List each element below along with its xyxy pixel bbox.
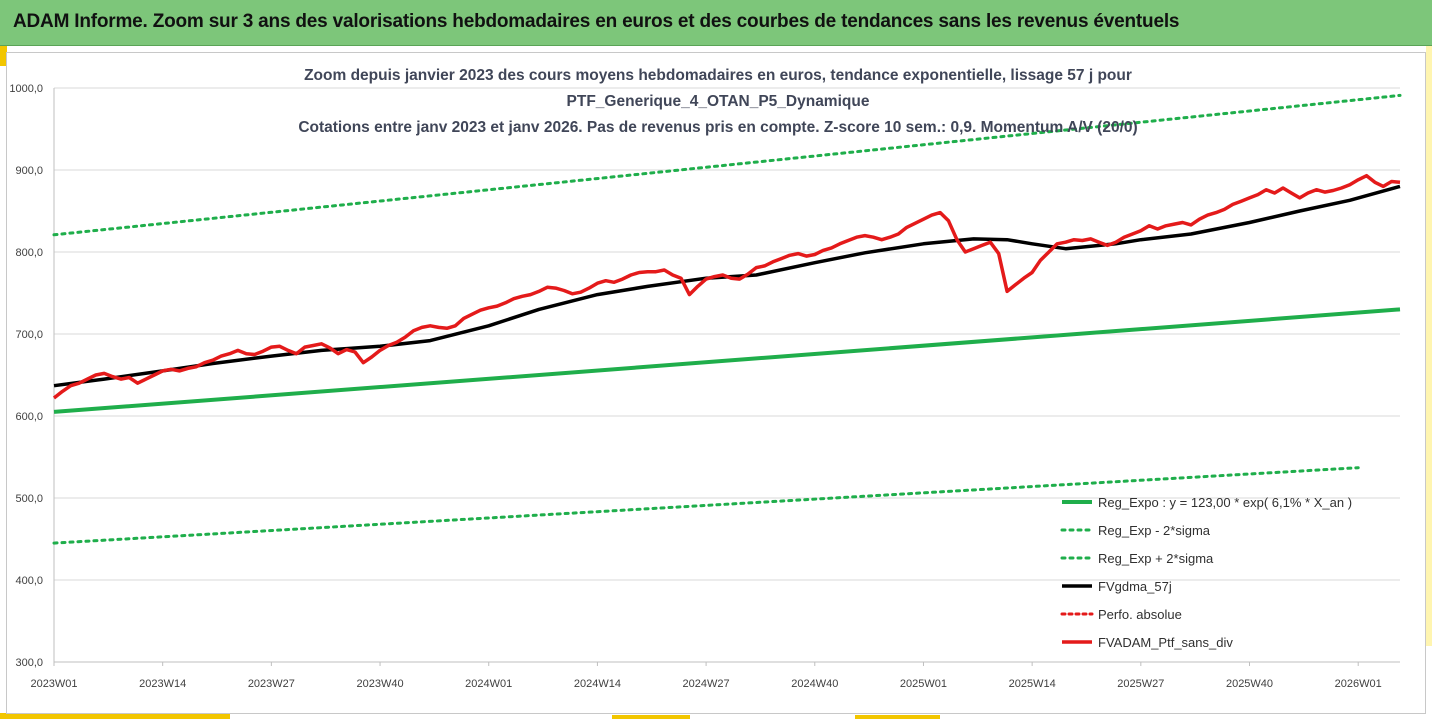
report-title: ADAM Informe. Zoom sur 3 ans des valoris… — [13, 11, 1180, 32]
yellow-corner-bottom-mid2 — [855, 715, 940, 719]
legend-label: FVADAM_Ptf_sans_div — [1098, 635, 1233, 650]
series-line-1 — [52, 466, 1360, 545]
x-tick-label: 2025W27 — [1117, 678, 1164, 690]
x-tick-label: 2023W27 — [248, 678, 295, 690]
series-line-5 — [52, 173, 1401, 400]
legend-label: Reg_Exp + 2*sigma — [1098, 551, 1214, 566]
series-line-0 — [53, 307, 1401, 414]
x-tick-label: 2026W01 — [1335, 678, 1382, 690]
gridlines — [54, 87, 1400, 663]
y-tick-label: 500,0 — [15, 493, 43, 505]
y-tick-label: 1000,0 — [9, 83, 43, 95]
y-tick-label: 900,0 — [15, 165, 43, 177]
series — [52, 93, 1402, 545]
legend-label: Perfo. absolue — [1098, 607, 1182, 622]
chart-title-line-3: Cotations entre janv 2023 et janv 2026. … — [298, 119, 1137, 136]
x-tick-label: 2024W40 — [791, 678, 838, 690]
x-tick-label: 2024W27 — [683, 678, 730, 690]
y-tick-label: 300,0 — [15, 657, 43, 669]
report-banner: ADAM Informe. Zoom sur 3 ans des valoris… — [0, 0, 1432, 46]
chart-title-line-1: Zoom depuis janvier 2023 des cours moyen… — [304, 67, 1132, 84]
y-tick-label: 600,0 — [15, 411, 43, 423]
yellow-corner-right — [1426, 46, 1432, 646]
series-line-2 — [52, 93, 1402, 237]
yellow-corner-bottom-mid — [612, 715, 690, 719]
yellow-corner-top — [0, 46, 7, 66]
x-tick-label: 2023W40 — [357, 678, 404, 690]
y-tick-label: 700,0 — [15, 329, 43, 341]
legend-label: FVgdma_57j — [1098, 579, 1172, 594]
chart-frame — [6, 52, 1426, 714]
x-tick-label: 2025W01 — [900, 678, 947, 690]
x-tick-label: 2025W14 — [1009, 678, 1056, 690]
x-tick-label: 2023W01 — [30, 678, 77, 690]
chart-title-line-2: PTF_Generique_4_OTAN_P5_Dynamique — [567, 93, 870, 110]
y-tick-label: 400,0 — [15, 575, 43, 587]
legend: Reg_Expo : y = 123,00 * exp( 6,1% * X_an… — [1060, 495, 1352, 650]
axes: 300,0 400,0 500,0 600,0 700,0 800,0 900,0 1000,… — [9, 83, 1400, 690]
x-tick-label: 2024W14 — [574, 678, 621, 690]
yellow-corner-bottom-left — [0, 713, 230, 719]
y-tick-label: 800,0 — [15, 247, 43, 259]
legend-label: Reg_Exp - 2*sigma — [1098, 523, 1211, 538]
legend-label: Reg_Expo : y = 123,00 * exp( 6,1% * X_an… — [1098, 495, 1352, 510]
x-tick-label: 2025W40 — [1226, 678, 1273, 690]
chart-title: Zoom depuis janvier 2023 des cours moyen… — [298, 67, 1137, 136]
x-tick-label: 2023W14 — [139, 678, 186, 690]
x-tick-label: 2024W01 — [465, 678, 512, 690]
